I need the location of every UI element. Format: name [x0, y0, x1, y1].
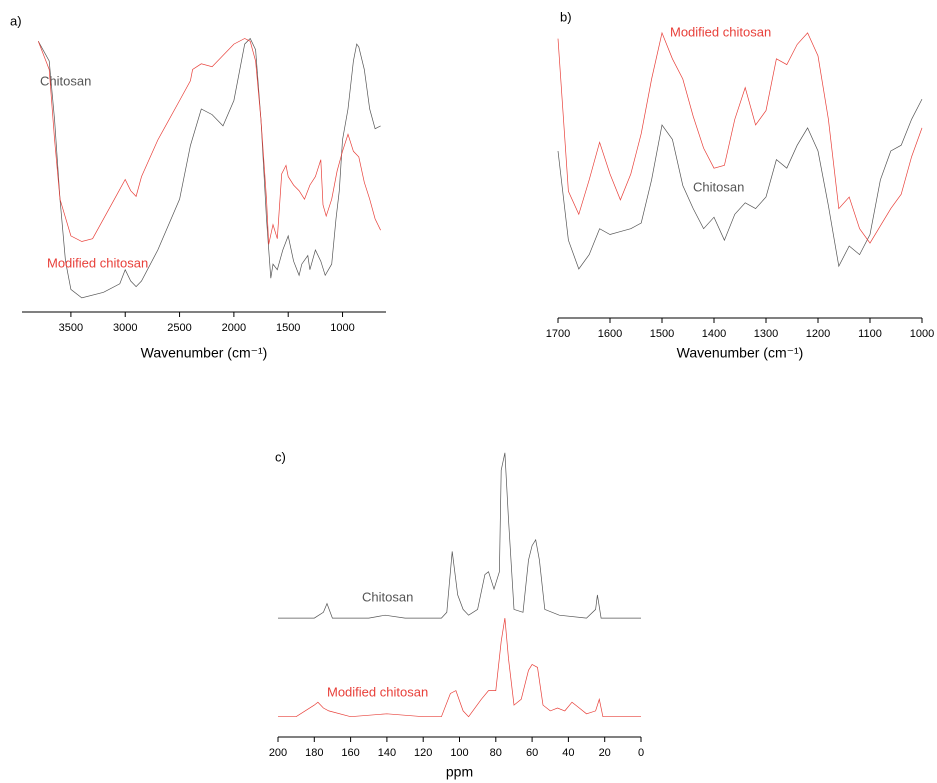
- x-axis-title: Wavenumber (cm⁻¹): [141, 345, 268, 361]
- series-label: Chitosan: [693, 179, 744, 194]
- x-tick-label: 2000: [222, 322, 246, 334]
- series-label: Chitosan: [40, 73, 91, 88]
- x-axis-title: ppm: [446, 764, 473, 780]
- series-label: Modified chitosan: [327, 684, 428, 699]
- spectrum-line: [557, 31, 923, 244]
- x-tick-label: 160: [341, 747, 359, 759]
- panel-label: b): [560, 9, 572, 24]
- x-tick-label: 80: [490, 747, 502, 759]
- series-label: Modified chitosan: [670, 24, 771, 39]
- x-axis-title: Wavenumber (cm⁻¹): [677, 345, 804, 361]
- x-tick-label: 1500: [276, 322, 300, 334]
- x-tick-label: 200: [269, 747, 287, 759]
- x-tick-label: 1100: [858, 328, 882, 340]
- x-tick-label: 20: [599, 747, 611, 759]
- spectrum-line: [278, 452, 641, 619]
- x-tick-label: 1400: [702, 328, 726, 340]
- x-tick-label: 1500: [650, 328, 674, 340]
- x-tick-label: 60: [526, 747, 538, 759]
- x-tick-label: 1600: [598, 328, 622, 340]
- x-tick-label: 3000: [113, 322, 137, 334]
- x-tick-label: 40: [562, 747, 574, 759]
- x-tick-label: 0: [638, 747, 644, 759]
- series-label: Chitosan: [362, 589, 413, 604]
- x-tick-label: 1300: [754, 328, 778, 340]
- x-tick-label: 1000: [330, 322, 354, 334]
- x-tick-label: 1200: [806, 328, 830, 340]
- x-tick-label: 180: [305, 747, 323, 759]
- spectrum-line: [557, 98, 923, 270]
- x-tick-label: 2500: [167, 322, 191, 334]
- series-label: Modified chitosan: [47, 255, 148, 270]
- x-tick-label: 140: [378, 747, 396, 759]
- x-tick-label: 1000: [910, 328, 934, 340]
- spectrum-line: [37, 37, 381, 299]
- x-tick-label: 100: [450, 747, 468, 759]
- x-tick-label: 3500: [59, 322, 83, 334]
- spectrum-line: [37, 38, 381, 245]
- panel-label: a): [10, 13, 22, 28]
- panel-label: c): [275, 449, 286, 464]
- x-tick-label: 1700: [546, 328, 570, 340]
- spectrum-line: [278, 618, 641, 718]
- x-tick-label: 120: [414, 747, 432, 759]
